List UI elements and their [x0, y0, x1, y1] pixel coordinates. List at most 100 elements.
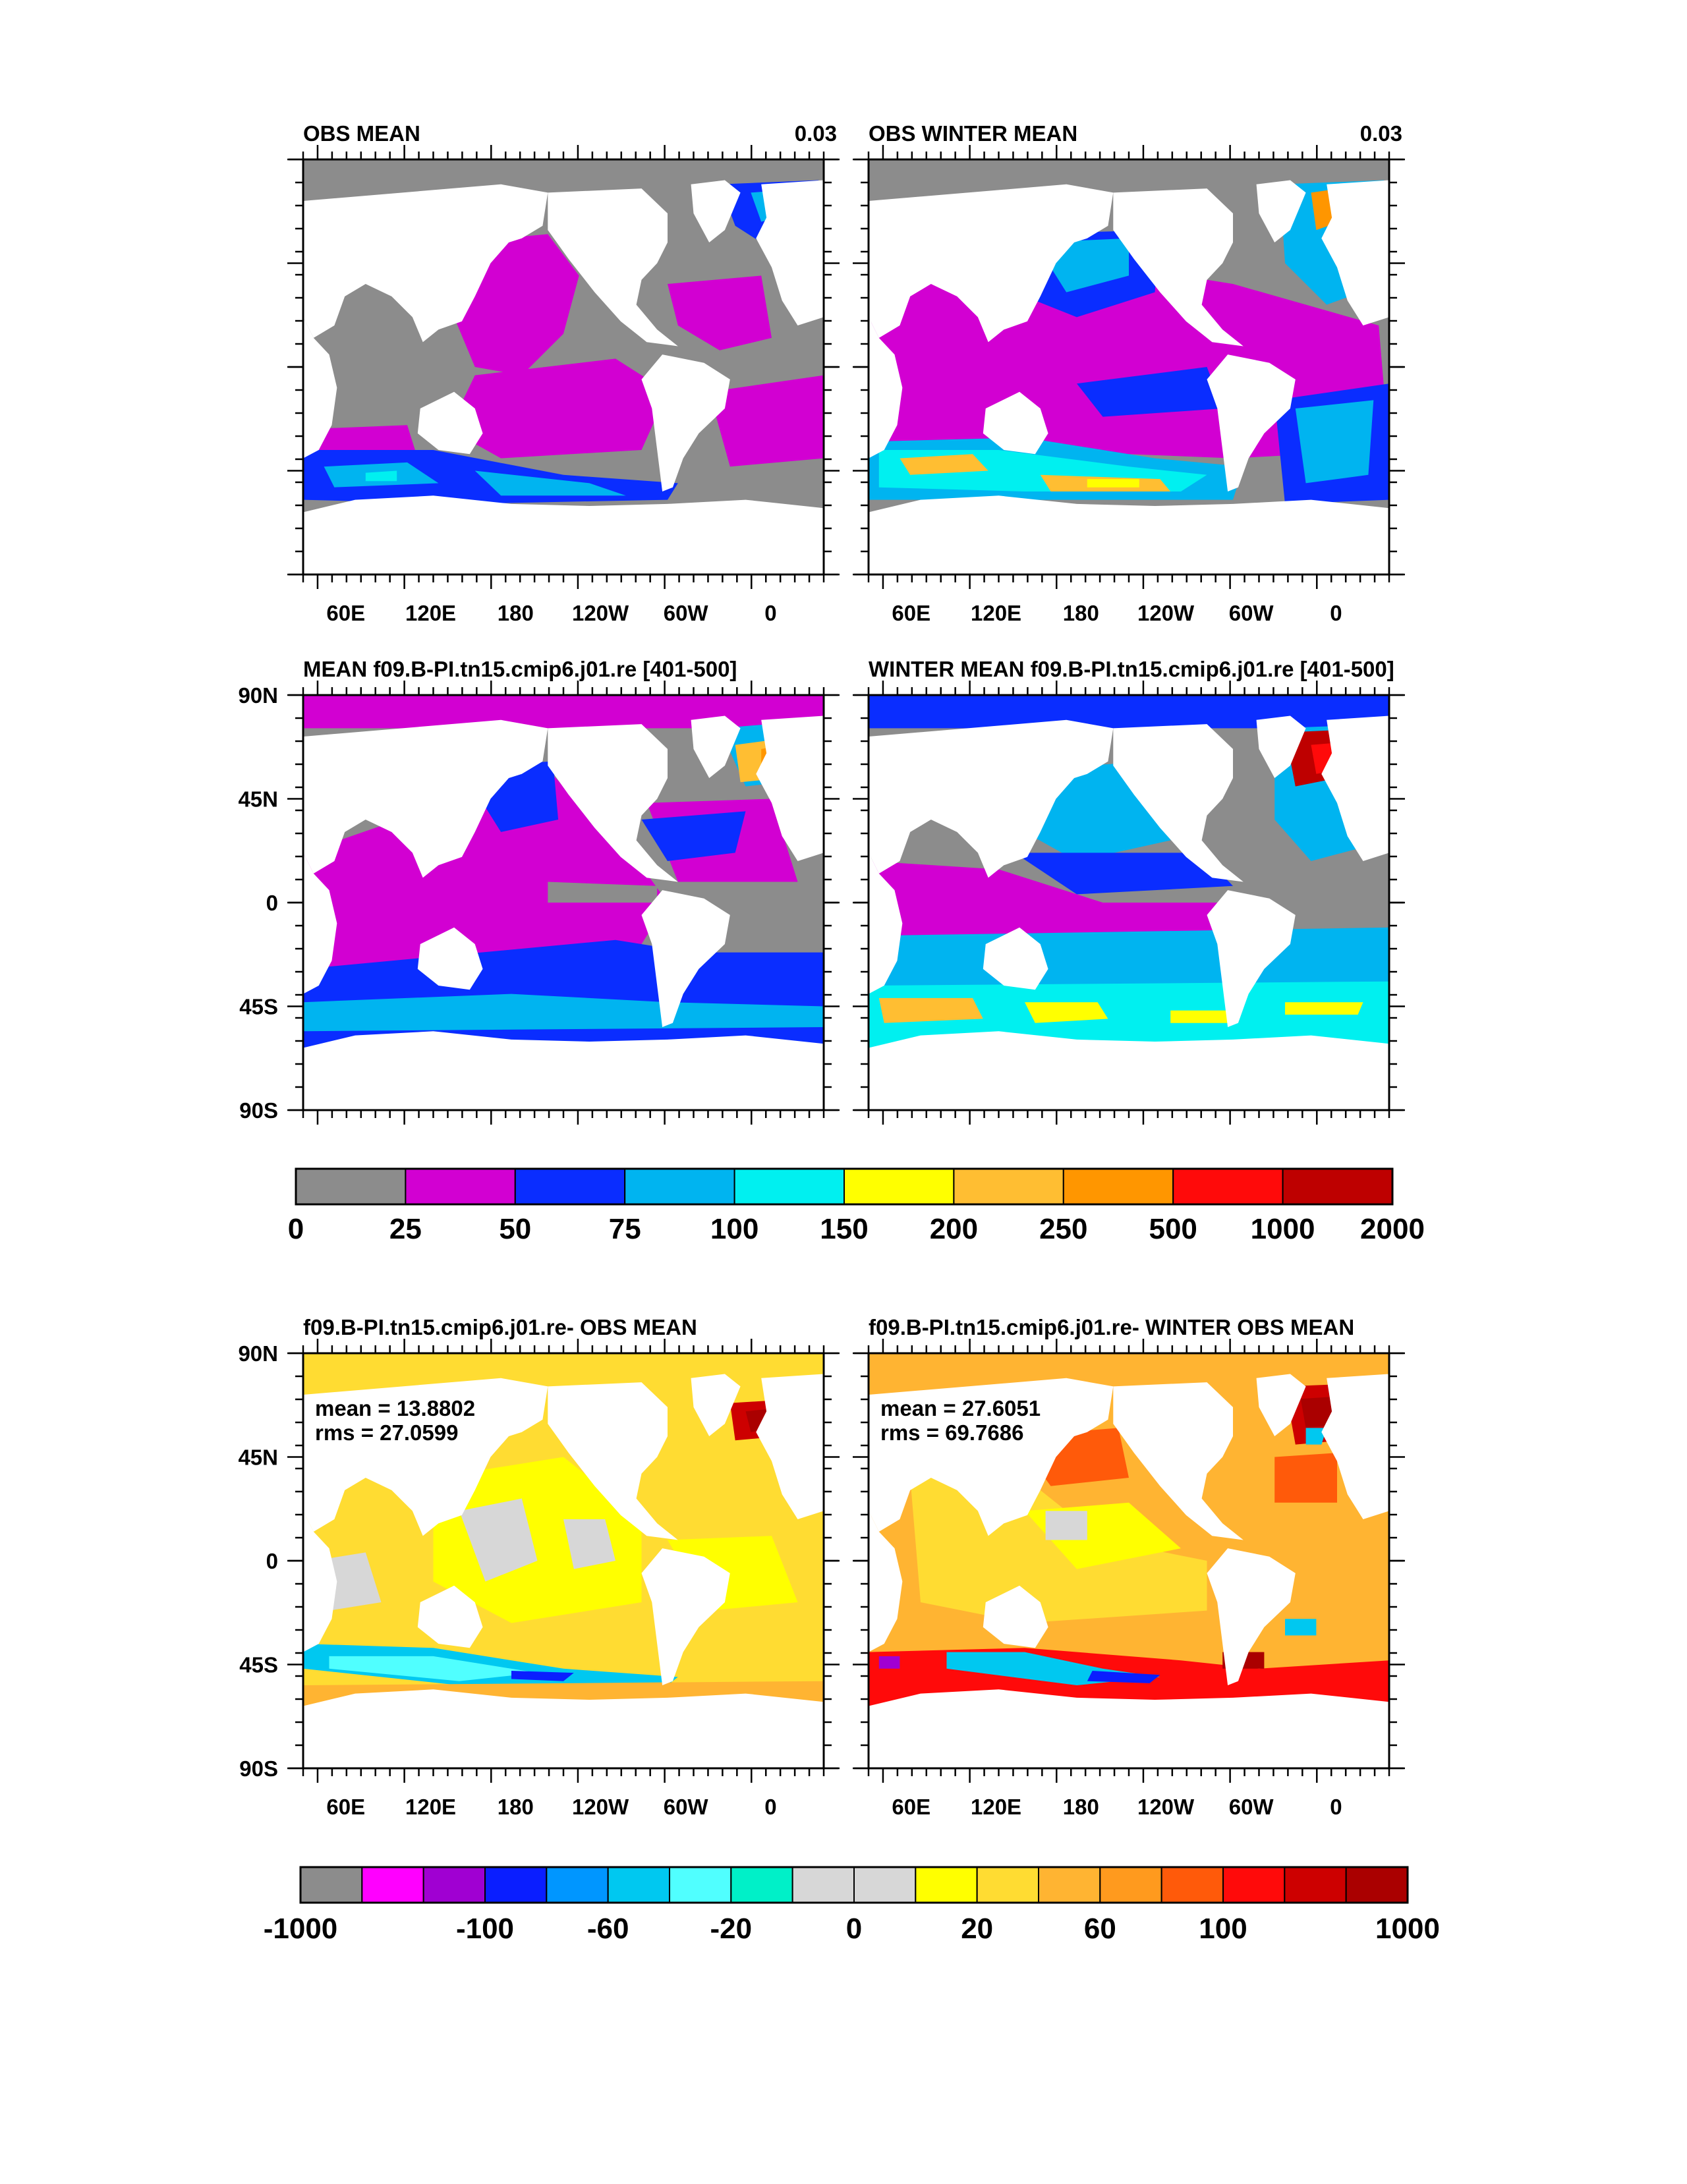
color-region [1285, 1002, 1363, 1015]
colorbar-label: 150 [820, 1213, 868, 1245]
map-ticks [853, 1339, 1405, 1783]
longitude-label: 60W [664, 1795, 709, 1819]
map-field [869, 159, 1389, 574]
color-region [1045, 1511, 1087, 1540]
longitude-label: 180 [1063, 1795, 1099, 1819]
panel-title: OBS WINTER MEAN [869, 121, 1077, 146]
land-australia [417, 1585, 483, 1648]
latitude-label: 45N [238, 1445, 278, 1470]
colorbar-label: 60 [1084, 1913, 1116, 1945]
color-region [1305, 1428, 1327, 1445]
colorbar-swatch [1284, 1866, 1347, 1903]
color-region [1014, 853, 1233, 895]
color-region [869, 861, 1233, 944]
longitude-label: 0 [1330, 1795, 1342, 1819]
longitude-label: 120W [1137, 1795, 1195, 1819]
land-greenland [691, 1374, 741, 1436]
color-region [1295, 400, 1374, 484]
colorbar-swatch [1099, 1866, 1162, 1903]
map-ticks [287, 145, 840, 589]
color-region [1087, 1670, 1160, 1683]
land-samerica [1207, 354, 1296, 491]
latitude-label: 45N [238, 787, 278, 812]
longitude-label: 60W [664, 601, 709, 625]
map-field [303, 159, 824, 574]
longitude-label: 120W [572, 1795, 629, 1819]
colorbar-swatch [1282, 1168, 1393, 1205]
color-region [900, 454, 988, 475]
colorbar-label: 0 [846, 1913, 862, 1945]
color-region [303, 994, 824, 1032]
colorbar-label: 250 [1039, 1213, 1087, 1245]
longitude-label: 60W [1229, 601, 1274, 625]
color-region [1274, 1453, 1337, 1503]
longitude-label: 0 [764, 601, 776, 625]
longitude-label: 120E [971, 1795, 1021, 1819]
land-antarctica [303, 495, 824, 574]
latitude-label: 45S [239, 1653, 278, 1677]
map-panel-obs-mean: OBS MEAN 0.03 60E 120E 180 120W 60W 0 [287, 121, 840, 625]
panel-title: f09.B-PI.tn15.cmip6.j01.re- WINTER OBS M… [869, 1315, 1354, 1339]
colorbar-swatch [1172, 1168, 1284, 1205]
land-africa [303, 853, 337, 994]
map-panel-model-winter-mean: WINTER MEAN f09.B-PI.tn15.cmip6.j01.re [… [853, 657, 1405, 1125]
panel-scale-label: 0.03 [1360, 121, 1402, 146]
color-region [474, 470, 626, 496]
land-asia [303, 184, 548, 343]
land-samerica [641, 1548, 730, 1685]
color-region [303, 695, 824, 729]
color-region [869, 695, 1389, 729]
land-asia [869, 719, 1114, 878]
colorbar-label: 20 [961, 1913, 993, 1945]
panel-statistic: rms = 27.0599 [315, 1420, 458, 1445]
colorbar-label: -100 [456, 1913, 514, 1945]
land-africa [303, 317, 337, 459]
land-greenland [1256, 715, 1306, 778]
panel-title: MEAN f09.B-PI.tn15.cmip6.j01.re [401-500… [303, 657, 737, 681]
land-australia [983, 391, 1048, 455]
land-namerica [1113, 1382, 1244, 1540]
colorbar-swatch [514, 1168, 626, 1205]
longitude-label: 60E [326, 601, 365, 625]
land-europe [1321, 715, 1389, 861]
land-africa [869, 853, 903, 994]
longitude-label: 120E [405, 1795, 456, 1819]
colorbar-swatch [730, 1866, 793, 1903]
colorbar-label: 50 [499, 1213, 531, 1245]
color-region [329, 1656, 538, 1681]
color-region [433, 1457, 642, 1623]
color-region [709, 375, 824, 467]
map-panel-model-mean: MEAN f09.B-PI.tn15.cmip6.j01.re [401-500… [238, 657, 840, 1125]
latitude-label: 90N [238, 683, 278, 708]
longitude-label: 60W [1229, 1795, 1274, 1819]
land-antarctica [869, 1689, 1389, 1768]
land-europe [1321, 1374, 1389, 1519]
color-region [668, 275, 772, 350]
colorbar-swatch [624, 1168, 735, 1205]
land-asia [303, 1378, 548, 1536]
colorbar-swatch [953, 1168, 1064, 1205]
longitude-label: 180 [498, 1795, 534, 1819]
color-region [1025, 1002, 1108, 1023]
land-antarctica [303, 1031, 824, 1110]
color-region [511, 1670, 574, 1681]
land-europe [1321, 180, 1389, 325]
colorbar-swatch [300, 1866, 363, 1903]
longitude-label: 60E [892, 601, 930, 625]
colorbar-swatch [1160, 1866, 1224, 1903]
colorbar-swatch [295, 1168, 407, 1205]
longitude-label: 180 [498, 601, 534, 625]
land-africa [303, 1511, 337, 1652]
colorbar-swatch [484, 1866, 548, 1903]
colorbar-swatch [791, 1866, 855, 1903]
longitude-label: 120E [405, 601, 456, 625]
longitude-label: 120E [971, 601, 1021, 625]
colorbar-swatch [976, 1866, 1039, 1903]
map-ticks [853, 681, 1405, 1125]
longitude-label: 0 [764, 1795, 776, 1819]
land-namerica [548, 1382, 678, 1540]
colorbar-swatch [844, 1168, 955, 1205]
map-field [303, 1353, 824, 1768]
colorbar-diff: -1000 -100 -60 -20 0 20 60 100 1000 [264, 1866, 1440, 1945]
colorbar-swatch [1222, 1866, 1286, 1903]
